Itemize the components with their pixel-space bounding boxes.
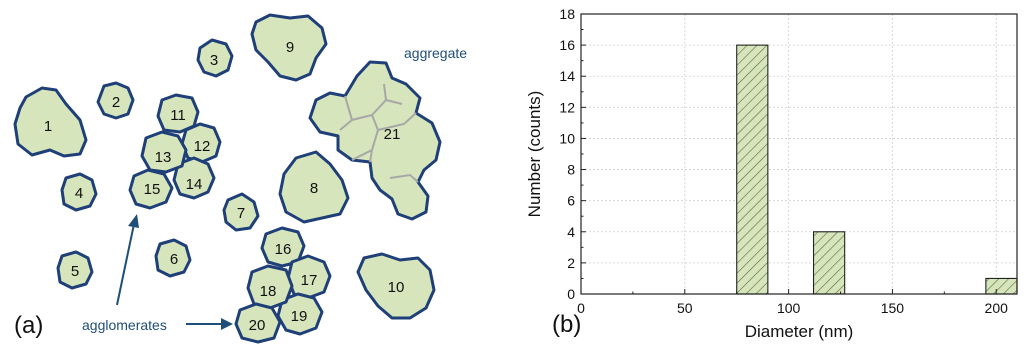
particle: 4 — [60, 172, 98, 212]
particle: 2 — [96, 81, 135, 120]
x-tick-label: 50 — [677, 300, 693, 316]
agglomerates-label: agglomerates — [82, 317, 167, 333]
panel-a-label: (a) — [14, 312, 43, 339]
particle-label: 13 — [155, 149, 172, 166]
particle: 7 — [222, 192, 260, 232]
particle: 3 — [196, 38, 234, 78]
particle: 16 — [260, 226, 306, 268]
particle: 12 — [180, 122, 222, 164]
histogram-bar — [736, 44, 769, 295]
particle: 13 — [140, 130, 188, 174]
particle-label: 20 — [249, 317, 266, 334]
y-tick-label: 6 — [567, 193, 575, 209]
particle: 1 — [13, 86, 88, 158]
particle: 15 — [128, 168, 174, 210]
particle-label: 7 — [237, 205, 245, 222]
particle: 5 — [56, 250, 94, 290]
aggregate-label: aggregate — [404, 45, 467, 61]
y-tick-label: 8 — [567, 162, 575, 178]
particle: 18 — [246, 264, 294, 310]
arrow-up-icon — [116, 214, 139, 306]
x-tick-label: 100 — [777, 300, 801, 316]
y-tick-label: 10 — [559, 130, 575, 146]
particle-label: 21 — [384, 126, 401, 143]
particle-label: 15 — [144, 181, 161, 198]
particle-label: 19 — [291, 308, 308, 325]
plot-frame — [580, 13, 1018, 295]
particle: 6 — [154, 238, 192, 278]
particle-label: 8 — [310, 180, 318, 197]
histogram-bar — [812, 231, 846, 295]
bars — [736, 44, 1018, 295]
particle-label: 12 — [194, 138, 211, 155]
particle: 20 — [234, 302, 282, 344]
particle: 9 — [250, 13, 328, 82]
particle: 10 — [356, 252, 436, 320]
particle: 14 — [172, 156, 216, 200]
y-tick-label: 14 — [559, 68, 575, 84]
y-axis-label: Number (counts) — [525, 91, 544, 218]
x-tick-label: 0 — [577, 300, 585, 316]
particle-label: 10 — [388, 279, 405, 296]
particle-label: 4 — [75, 185, 83, 202]
y-tick-label: 4 — [567, 224, 575, 240]
particle-label: 16 — [275, 241, 292, 258]
y-tick-label: 2 — [567, 255, 575, 271]
y-tick-label: 18 — [559, 6, 575, 22]
particle-label: 5 — [71, 263, 79, 280]
histogram-chart: 0 2 4 6 8 10 12 14 16 18 0 50 100 150 200 Diameter (nm… — [525, 6, 1018, 341]
panel-a: 21 1 2 3 4 5 6 7 — [13, 13, 467, 344]
y-tick-label: 0 — [567, 286, 575, 302]
particle-label: 18 — [260, 283, 277, 300]
aggregate-cluster: 21 — [308, 60, 442, 221]
aggregate-grain-boundaries — [339, 83, 419, 183]
y-tick-label: 16 — [559, 37, 575, 53]
histogram-bar — [985, 277, 1018, 295]
arrow-right-icon — [186, 318, 233, 330]
particle-label: 11 — [170, 107, 186, 124]
x-axis-label: Diameter (nm) — [745, 322, 854, 341]
particle-label: 14 — [186, 176, 203, 193]
particle-label: 1 — [44, 118, 52, 135]
particle: 8 — [278, 150, 350, 224]
x-tick-label: 200 — [985, 300, 1009, 316]
panel-b-label: (b) — [552, 311, 581, 338]
grid — [581, 14, 1017, 294]
particle-label: 2 — [112, 94, 120, 111]
particle: 17 — [286, 254, 332, 300]
particle-label: 17 — [301, 272, 318, 289]
ticks: 0 2 4 6 8 10 12 14 16 18 0 50 100 150 200 — [559, 6, 1009, 316]
particle-label: 9 — [286, 39, 294, 56]
x-tick-label: 150 — [881, 300, 905, 316]
y-tick-label: 12 — [559, 99, 575, 115]
particle-label: 6 — [170, 251, 178, 268]
particle-label: 3 — [210, 52, 218, 69]
